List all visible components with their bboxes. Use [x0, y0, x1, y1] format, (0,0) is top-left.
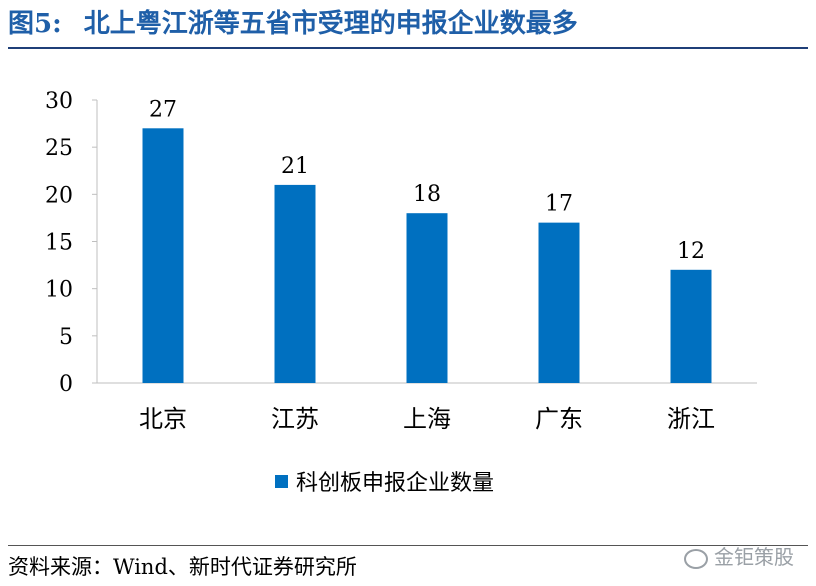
- x-tick-label: 广东: [535, 405, 583, 433]
- wechat-icon: [684, 548, 708, 569]
- data-label: 21: [281, 154, 309, 179]
- y-tick-label: 5: [59, 325, 73, 350]
- x-tick-label: 北京: [139, 405, 187, 433]
- bar: [538, 222, 580, 383]
- y-tick-label: 10: [45, 278, 73, 303]
- x-tick-label: 浙江: [667, 405, 715, 433]
- figure-number: 图5:: [8, 9, 62, 39]
- y-tick-label: 30: [45, 89, 73, 114]
- bar-chart: 0 5 10 15 20 25 30 27 北京 21 江苏 18 上海 17 广东 12 浙江科创板申报企业数…: [45, 89, 757, 496]
- watermark: 金钜策股: [684, 541, 794, 570]
- data-label: 27: [149, 97, 177, 122]
- legend-swatch: [275, 475, 288, 488]
- x-tick-label: 江苏: [271, 405, 319, 433]
- y-tick-label: 15: [45, 231, 73, 256]
- x-tick-label: 上海: [403, 405, 451, 433]
- title-rule: [8, 47, 808, 49]
- plot-area: 0 5 10 15 20 25 30 27 北京 21 江苏 18 上海 17 广东 12 浙江科创板申报企业数…: [45, 89, 757, 496]
- y-tick-label: 25: [45, 136, 73, 161]
- data-label: 18: [413, 182, 441, 207]
- watermark-text: 金钜策股: [714, 545, 794, 569]
- figure-title: 图5: 北上粤江浙等五省市受理的申报企业数最多: [8, 4, 578, 44]
- bar: [142, 128, 184, 383]
- bar: [274, 184, 316, 383]
- bar: [406, 213, 448, 383]
- y-tick-label: 20: [45, 183, 73, 208]
- y-tick-label: 0: [59, 372, 73, 397]
- figure-title-text: 北上粤江浙等五省市受理的申报企业数最多: [83, 9, 578, 39]
- data-label: 17: [545, 192, 573, 217]
- data-label: 12: [677, 239, 705, 264]
- source-rule: [8, 545, 808, 546]
- bar: [670, 269, 712, 383]
- source-note: 资料来源：Wind、新时代证券研究所: [8, 555, 357, 579]
- legend-label: 科创板申报企业数量: [296, 471, 494, 496]
